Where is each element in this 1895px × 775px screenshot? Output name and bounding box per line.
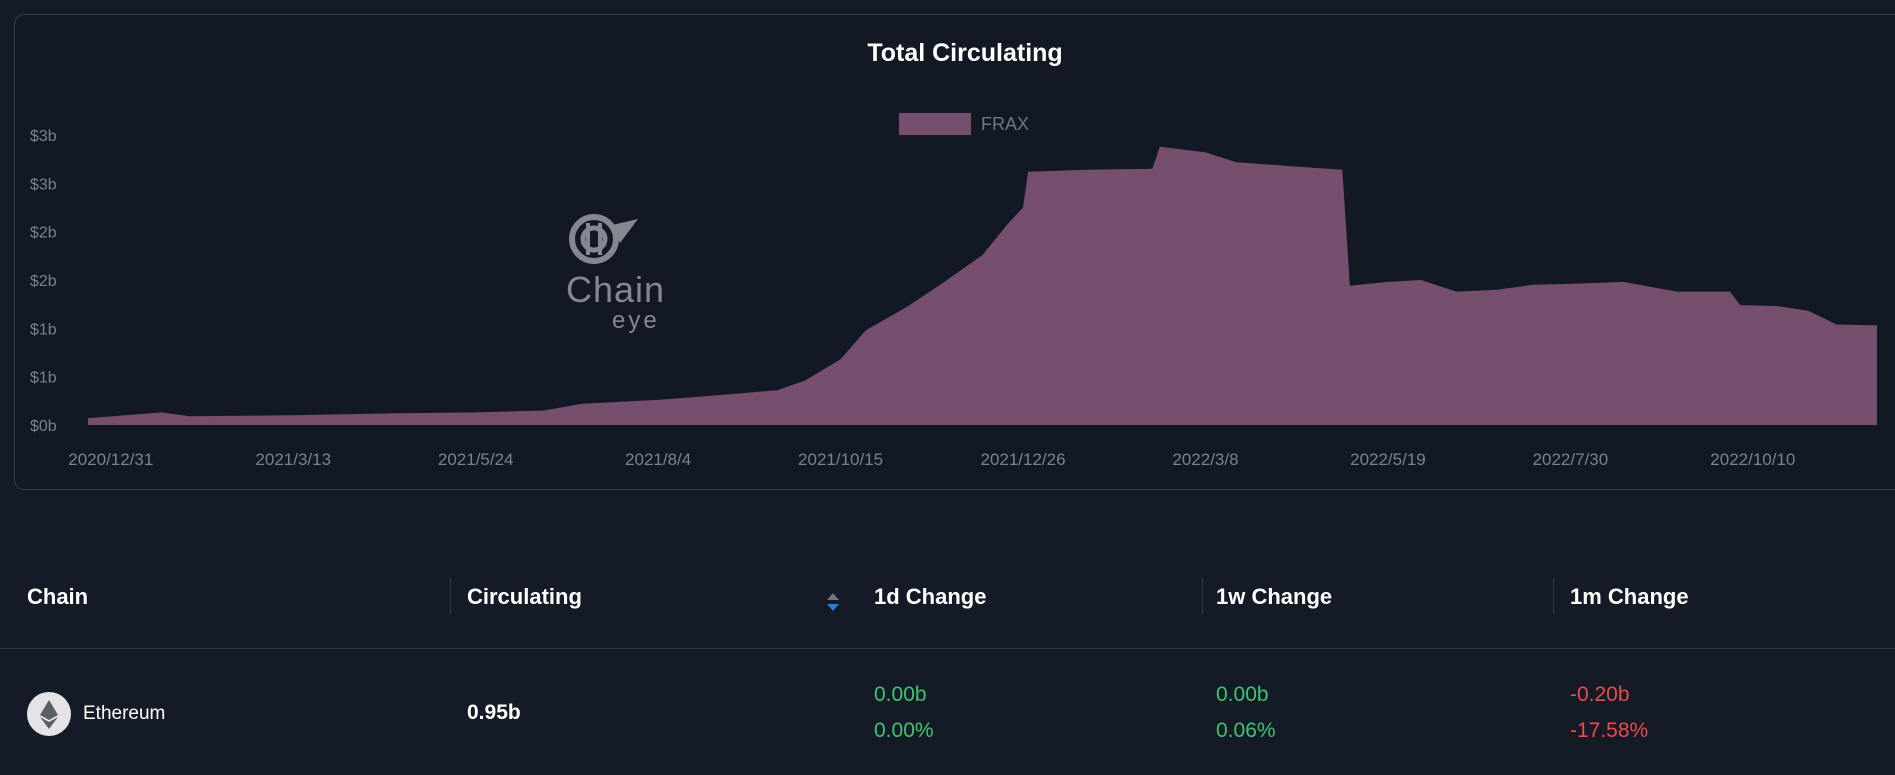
- chain-name[interactable]: Ethereum: [83, 703, 166, 724]
- change-1d-percent: 0.00%: [874, 719, 934, 742]
- header-1m-change[interactable]: 1m Change: [1570, 584, 1689, 609]
- header-divider: [1553, 578, 1554, 614]
- x-tick-label: 2021/12/26: [980, 450, 1065, 469]
- change-1w-percent: 0.06%: [1216, 719, 1276, 742]
- x-tick-label: 2021/8/4: [625, 450, 691, 469]
- sort-icon[interactable]: [826, 590, 840, 614]
- chart-legend[interactable]: FRAX: [899, 113, 1029, 135]
- watermark-text-eye: eye: [612, 307, 660, 334]
- area-chart: $0b $1b $1b $2b $2b $3b $3b 2020/12/31 2021/3/13…: [30, 128, 1877, 469]
- change-1m-percent: -17.58%: [1570, 719, 1649, 742]
- x-tick-label: 2022/7/30: [1533, 450, 1609, 469]
- chaineye-watermark-logo: Chain eye: [560, 203, 670, 343]
- header-chain[interactable]: Chain: [27, 584, 89, 609]
- header-separator: [0, 648, 1895, 649]
- x-tick-label: 2021/10/15: [798, 450, 883, 469]
- chart-title: Total Circulating: [867, 39, 1063, 67]
- y-tick-label: $1b: [30, 370, 57, 387]
- x-tick-label: 2022/10/10: [1710, 450, 1795, 469]
- x-tick-label: 2021/3/13: [255, 450, 331, 469]
- series-area-frax[interactable]: [88, 146, 1877, 425]
- legend-swatch-frax: [899, 113, 971, 135]
- chaineye-logo-icon: [569, 214, 638, 264]
- legend-label-frax: FRAX: [981, 113, 1030, 134]
- y-tick-label: $1b: [30, 321, 57, 338]
- watermark-text-chain: Chain: [566, 269, 666, 310]
- y-tick-label: $0b: [30, 418, 57, 435]
- circulating-value: 0.95b: [467, 701, 521, 724]
- header-1w-change[interactable]: 1w Change: [1216, 584, 1333, 609]
- change-1d-value: 0.00b: [874, 683, 927, 706]
- y-tick-label: $2b: [30, 225, 57, 242]
- x-tick-label: 2022/5/19: [1350, 450, 1426, 469]
- y-tick-label: $3b: [30, 176, 57, 193]
- header-divider: [450, 578, 451, 614]
- ethereum-icon: [27, 692, 71, 736]
- header-circulating[interactable]: Circulating: [467, 584, 582, 609]
- x-tick-label: 2022/3/8: [1172, 450, 1238, 469]
- x-tick-label: 2020/12/31: [68, 450, 153, 469]
- y-tick-label: $2b: [30, 273, 57, 290]
- change-1m-value: -0.20b: [1570, 683, 1630, 706]
- header-divider: [1202, 578, 1203, 614]
- y-tick-label: $3b: [30, 128, 57, 145]
- x-tick-label: 2021/5/24: [438, 450, 514, 469]
- change-1w-value: 0.00b: [1216, 683, 1269, 706]
- header-1d-change[interactable]: 1d Change: [874, 584, 987, 609]
